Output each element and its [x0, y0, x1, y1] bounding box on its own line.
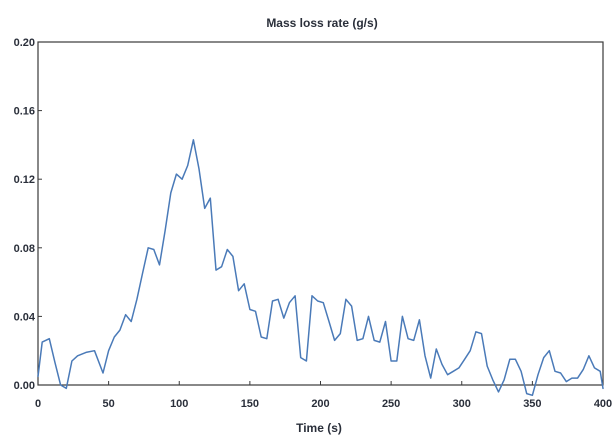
x-tick-label: 350 [523, 398, 541, 410]
x-tick-label: 250 [382, 398, 400, 410]
y-tick-label: 0.20 [14, 37, 35, 49]
x-tick-label: 200 [311, 398, 329, 410]
x-tick-label: 150 [241, 398, 259, 410]
x-tick-label: 50 [103, 398, 115, 410]
x-tick-label: 300 [453, 398, 471, 410]
plot-area: 0.00 0.04 0.08 0.12 0.16 0.20 0 50 100 150 200 250 3… [14, 37, 613, 410]
y-tick-label: 0.16 [14, 106, 35, 118]
x-tick-label: 100 [170, 398, 188, 410]
y-tick-label: 0.08 [14, 243, 35, 255]
x-tick-label: 0 [35, 398, 41, 410]
x-axis-title: Time (s) [296, 421, 342, 435]
y-tick-label: 0.04 [14, 311, 36, 323]
y-tick-label: 0.00 [14, 380, 35, 392]
y-tick-label: 0.12 [14, 174, 35, 186]
chart-title: Mass loss rate (g/s) [266, 16, 377, 30]
series-line-0 [37, 139, 604, 397]
x-tick-label: 400 [594, 398, 612, 410]
